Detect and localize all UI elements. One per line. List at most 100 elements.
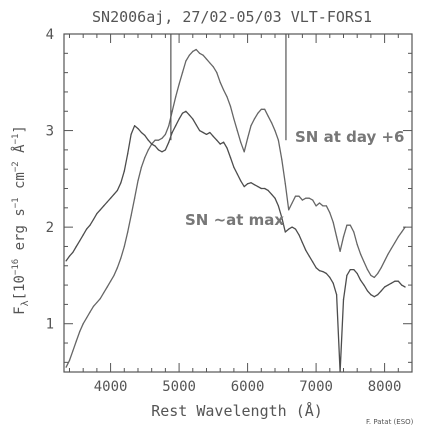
series-2: [65, 110, 406, 372]
series-1-point: [75, 340, 77, 342]
series-2-point: [103, 205, 105, 207]
series-2-point: [137, 128, 139, 130]
series-1-point: [79, 330, 81, 332]
series-2-point: [188, 114, 190, 116]
series-2-point: [134, 125, 136, 127]
series-1-point: [157, 139, 160, 141]
series-2-point: [353, 269, 355, 271]
series-2-point: [363, 284, 365, 286]
series-1-point: [384, 260, 386, 262]
series-2-point: [253, 184, 255, 186]
series-1-point: [144, 157, 146, 159]
series-2-point: [370, 294, 372, 296]
series-1-point: [366, 269, 369, 271]
series-1-point: [120, 257, 122, 259]
y-axis-label-exp4: −1: [11, 134, 21, 145]
series-2-line: [65, 110, 406, 372]
series-1-line: [65, 48, 406, 368]
series-2-point: [140, 131, 142, 134]
series-2-point: [192, 118, 194, 120]
series-2-point: [366, 290, 369, 292]
series-1-point: [219, 81, 221, 83]
series-2-point: [394, 280, 396, 282]
y-axis-label-mid3: Å: [11, 144, 28, 161]
series-2-point: [301, 242, 303, 244]
series-1-point: [332, 221, 334, 223]
series-2-point: [318, 270, 321, 272]
series-1-point: [154, 139, 156, 141]
series-2-point: [219, 143, 221, 145]
series-1-point: [130, 215, 132, 217]
series-1-point: [103, 292, 105, 294]
series-1-point: [387, 253, 389, 255]
series-2-point: [281, 216, 283, 219]
series-layer: [65, 34, 406, 372]
series-2-point: [274, 197, 276, 199]
y-axis-label-unit: [10: [12, 275, 28, 300]
series-2-point: [247, 183, 249, 185]
series-2-point: [202, 131, 204, 134]
series-2-point: [401, 284, 403, 286]
y-tick-label: 2: [46, 220, 54, 236]
series-1-point: [284, 183, 286, 185]
x-tick-label: 8000: [368, 379, 402, 395]
series-2-point: [360, 279, 362, 281]
series-1-point: [260, 108, 262, 110]
series-2-point: [298, 234, 300, 236]
series-1-point: [397, 236, 399, 238]
series-2-point: [397, 280, 399, 282]
series-1-point: [229, 105, 232, 107]
series-2-point: [144, 134, 146, 136]
series-1-point: [175, 96, 177, 98]
series-2-point: [127, 153, 129, 155]
series-1-point: [360, 253, 362, 255]
series-1-point: [342, 236, 345, 238]
series-1-point: [116, 267, 118, 269]
series-2-point: [264, 187, 266, 190]
series-1-point: [164, 133, 166, 135]
series-1-point: [264, 108, 266, 110]
series-2-point: [384, 286, 386, 288]
series-2-point: [110, 197, 112, 199]
series-2-point: [147, 139, 149, 141]
series-1-point: [82, 323, 84, 325]
series-2-point: [294, 228, 297, 230]
y-axis-label: Fλ[10−16 erg s−1 cm−2 Å−1]: [11, 125, 31, 315]
series-1-point: [298, 195, 300, 197]
series-1-point: [185, 60, 187, 62]
series-1-point: [294, 195, 297, 197]
series-2-point: [99, 209, 101, 211]
series-2-point: [373, 296, 375, 298]
series-1-point: [346, 224, 348, 226]
series-2-point: [199, 130, 201, 132]
series-1-point: [181, 72, 184, 74]
series-2-point: [96, 213, 98, 215]
series-2-point: [315, 267, 317, 269]
series-1-point: [192, 50, 194, 53]
series-1-point: [134, 197, 136, 199]
series-2-point: [79, 240, 81, 242]
series-1-point: [96, 301, 98, 304]
series-1-point: [271, 122, 273, 124]
series-1-point: [257, 112, 259, 114]
y-axis-label-symbol: F: [12, 306, 28, 314]
series-1-point: [349, 224, 351, 226]
series-1-point: [89, 311, 91, 313]
series-2-point: [181, 112, 184, 114]
y-axis-label-exp3: −2: [11, 161, 21, 172]
series-2-point: [387, 284, 389, 286]
series-1-point: [247, 137, 249, 139]
series-1-point: [401, 231, 403, 233]
series-2-point: [123, 170, 125, 172]
series-1-point: [373, 276, 375, 278]
series-1-point: [123, 245, 125, 248]
series-1-point: [253, 118, 255, 120]
plot-frame: [63, 33, 413, 373]
series-2-point: [205, 133, 208, 135]
series-2-point: [185, 110, 187, 112]
series-2-point: [175, 125, 177, 127]
series-2-point: [226, 147, 228, 149]
series-1-point: [140, 166, 142, 168]
series-2-point: [154, 145, 156, 147]
series-2-point: [75, 245, 77, 248]
